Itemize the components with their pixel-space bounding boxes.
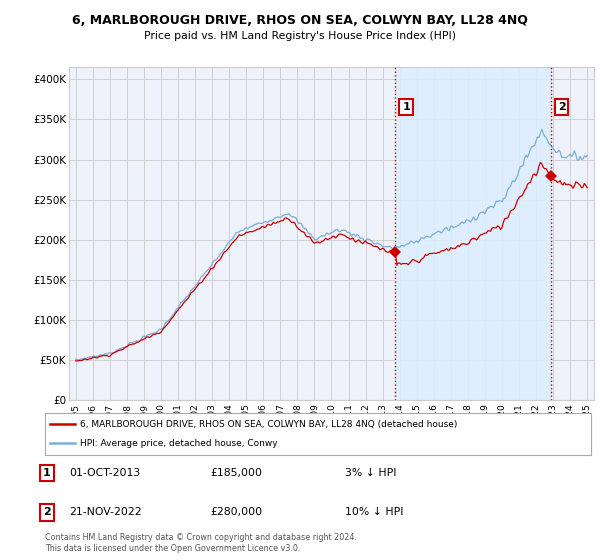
Text: 21-NOV-2022: 21-NOV-2022 (69, 507, 142, 517)
Text: Contains HM Land Registry data © Crown copyright and database right 2024.
This d: Contains HM Land Registry data © Crown c… (45, 533, 357, 553)
Text: 6, MARLBOROUGH DRIVE, RHOS ON SEA, COLWYN BAY, LL28 4NQ (detached house): 6, MARLBOROUGH DRIVE, RHOS ON SEA, COLWY… (80, 419, 458, 428)
Text: Price paid vs. HM Land Registry's House Price Index (HPI): Price paid vs. HM Land Registry's House … (144, 31, 456, 41)
Text: 2: 2 (43, 507, 50, 517)
Text: 1: 1 (402, 102, 410, 112)
Text: 01-OCT-2013: 01-OCT-2013 (69, 468, 140, 478)
Text: 3% ↓ HPI: 3% ↓ HPI (345, 468, 397, 478)
Bar (395, 67, 551, 400)
Text: HPI: Average price, detached house, Conwy: HPI: Average price, detached house, Conw… (80, 439, 278, 448)
Text: £185,000: £185,000 (210, 468, 262, 478)
Text: 2: 2 (558, 102, 566, 112)
Text: 10% ↓ HPI: 10% ↓ HPI (345, 507, 404, 517)
Text: 1: 1 (43, 468, 50, 478)
Text: £280,000: £280,000 (210, 507, 262, 517)
Text: 6, MARLBOROUGH DRIVE, RHOS ON SEA, COLWYN BAY, LL28 4NQ: 6, MARLBOROUGH DRIVE, RHOS ON SEA, COLWY… (72, 14, 528, 27)
